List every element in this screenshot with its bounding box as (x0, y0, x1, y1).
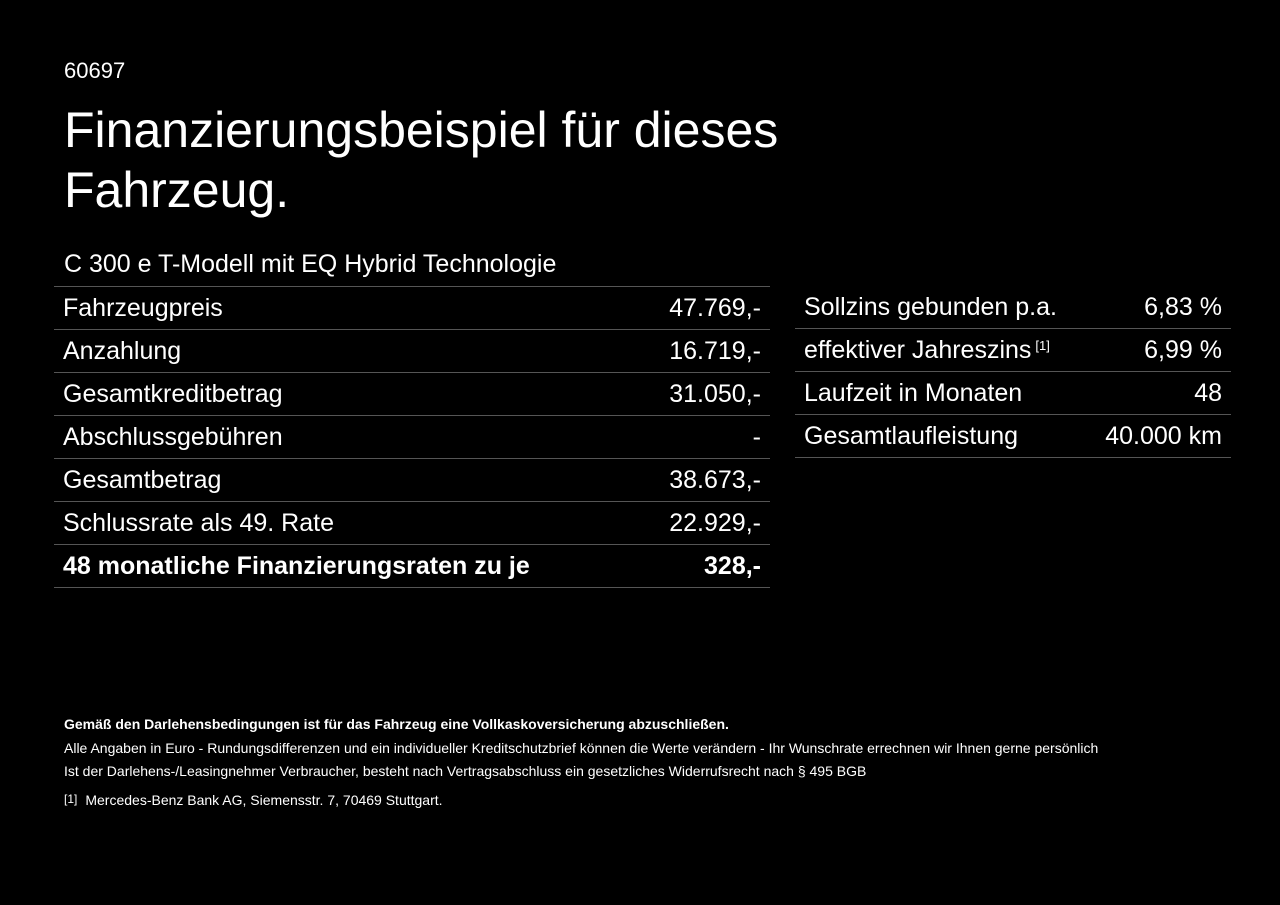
row: effektiver Jahreszins [1] 6,99 % (795, 329, 1231, 372)
row-value: 38.673,- (669, 465, 761, 494)
label-text: Sollzins gebunden p.a. (804, 292, 1057, 321)
row-value: 22.929,- (669, 508, 761, 537)
label-text: effektiver Jahreszins (804, 335, 1032, 364)
label-text: Laufzeit in Monaten (804, 378, 1023, 407)
row-label: Fahrzeugpreis (63, 294, 223, 323)
label-text: Abschlussgebühren (63, 422, 283, 451)
right-table: Sollzins gebunden p.a. 6,83 % effektiver J… (795, 286, 1231, 458)
row: Gesamtbetrag 38.673,- (54, 459, 770, 502)
row-value: 6,83 % (1144, 292, 1222, 321)
row: Gesamtlaufleistung 40.000 km (795, 415, 1231, 458)
row-label: effektiver Jahreszins [1] (804, 336, 1050, 365)
row: 48 monatliche Finanzierungsraten zu je 32… (54, 545, 770, 588)
row-value: 31.050,- (669, 379, 761, 408)
title: Finanzierungsbeispiel für dieses Fahrzeug… (64, 100, 778, 220)
row-label: Abschlussgebühren (63, 423, 283, 452)
row-label: Gesamtbetrag (63, 466, 221, 495)
row-label: Schlussrate als 49. Rate (63, 509, 334, 538)
label-text: Gesamtbetrag (63, 465, 222, 494)
footnote-marker: [1] (64, 792, 78, 806)
row-value: 40.000 km (1105, 421, 1222, 450)
footnote: [1] Mercedes-Benz Bank AG, Siemensstr. 7,… (64, 792, 443, 808)
row: Fahrzeugpreis 47.769,- (54, 287, 770, 330)
row: Abschlussgebühren - (54, 416, 770, 459)
row-label: Gesamtlaufleistung (804, 422, 1018, 451)
code: 60697 (64, 58, 126, 83)
label-text: Schlussrate als 49. Rate (63, 508, 334, 537)
row: Laufzeit in Monaten 48 (795, 372, 1231, 415)
label-text: Gesamtlaufleistung (804, 421, 1019, 450)
row-value: 47.769,- (669, 293, 761, 322)
row-label: Anzahlung (63, 337, 181, 366)
label-text: 48 monatliche Finanzierungsraten zu je (63, 551, 530, 580)
title-line: Finanzierungsbeispiel für dieses (64, 102, 779, 158)
row: Sollzins gebunden p.a. 6,83 % (795, 286, 1231, 329)
row-value: 16.719,- (669, 336, 761, 365)
model: C 300 e T-Modell mit EQ Hybrid Technolog… (64, 250, 557, 278)
row-label: 48 monatliche Finanzierungsraten zu je (63, 552, 530, 581)
row: Gesamtkreditbetrag 31.050,- (54, 373, 770, 416)
note: Gemäß den Darlehensbedingungen ist für d… (64, 716, 729, 732)
row-value: 328,- (704, 551, 761, 580)
footnote-text: Mercedes-Benz Bank AG, Siemensstr. 7, 70… (85, 792, 443, 808)
row-label: Sollzins gebunden p.a. (804, 293, 1057, 322)
label-text: Fahrzeugpreis (63, 293, 223, 322)
footnote-marker: [1] (1035, 337, 1050, 353)
row-label: Gesamtkreditbetrag (63, 380, 283, 409)
row-label: Laufzeit in Monaten (804, 379, 1022, 408)
row: Anzahlung 16.719,- (54, 330, 770, 373)
left-table: Fahrzeugpreis 47.769,- Anzahlung 16.719,- Ge… (54, 286, 770, 588)
row-value: - (752, 422, 761, 451)
row-value: 6,99 % (1144, 335, 1222, 364)
row: Schlussrate als 49. Rate 22.929,- (54, 502, 770, 545)
label-text: Anzahlung (63, 336, 182, 365)
note: Alle Angaben in Euro - Rundungsdifferenz… (64, 740, 1099, 756)
row-value: 48 (1194, 378, 1222, 407)
title-line: Fahrzeug. (64, 162, 290, 218)
label-text: Gesamtkreditbetrag (63, 379, 283, 408)
note: Ist der Darlehens-/Leasingnehmer Verbrau… (64, 763, 867, 779)
